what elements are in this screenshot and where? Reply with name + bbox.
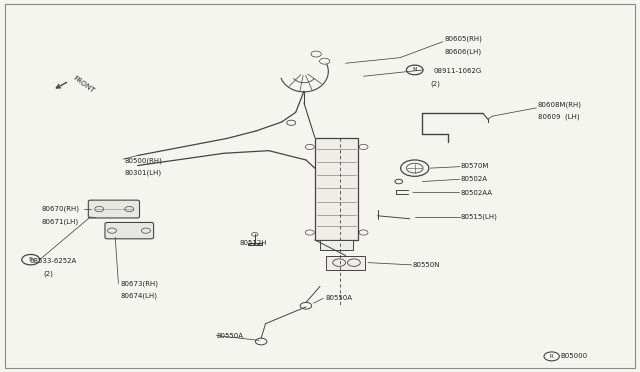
Text: 80301(LH): 80301(LH) [125, 170, 162, 176]
Text: N: N [412, 67, 417, 73]
Text: 80670(RH): 80670(RH) [42, 206, 79, 212]
Text: 08911-1062G: 08911-1062G [433, 68, 481, 74]
Text: 80674(LH): 80674(LH) [120, 292, 157, 299]
Text: 80512H: 80512H [240, 240, 268, 246]
Bar [320, 240, 353, 250]
Text: B05000: B05000 [561, 353, 588, 359]
Text: 80671(LH): 80671(LH) [42, 218, 79, 225]
Text: 80550A: 80550A [216, 333, 243, 339]
Text: (2): (2) [44, 270, 53, 277]
Text: FRONT: FRONT [72, 75, 95, 94]
Text: 80515(LH): 80515(LH) [461, 213, 498, 220]
FancyBboxPatch shape [88, 200, 140, 218]
Bar [326, 256, 365, 270]
Text: 08533-6252A: 08533-6252A [29, 258, 77, 264]
Text: 80609  (LH): 80609 (LH) [538, 114, 579, 121]
Text: 80502AA: 80502AA [461, 190, 493, 196]
Text: S: S [29, 257, 33, 262]
FancyBboxPatch shape [105, 222, 154, 239]
Text: 80550A: 80550A [325, 295, 352, 301]
Text: (2): (2) [430, 80, 440, 87]
Text: 80608M(RH): 80608M(RH) [538, 102, 582, 108]
Text: 80673(RH): 80673(RH) [120, 280, 158, 287]
Text: 80500(RH): 80500(RH) [125, 157, 163, 164]
Text: 80550N: 80550N [413, 262, 440, 268]
Text: 80606(LH): 80606(LH) [445, 48, 482, 55]
Text: 80502A: 80502A [461, 176, 488, 182]
Text: 80605(RH): 80605(RH) [445, 36, 483, 42]
Text: R: R [550, 354, 554, 359]
Text: 80570M: 80570M [461, 163, 489, 169]
FancyBboxPatch shape [315, 138, 358, 240]
